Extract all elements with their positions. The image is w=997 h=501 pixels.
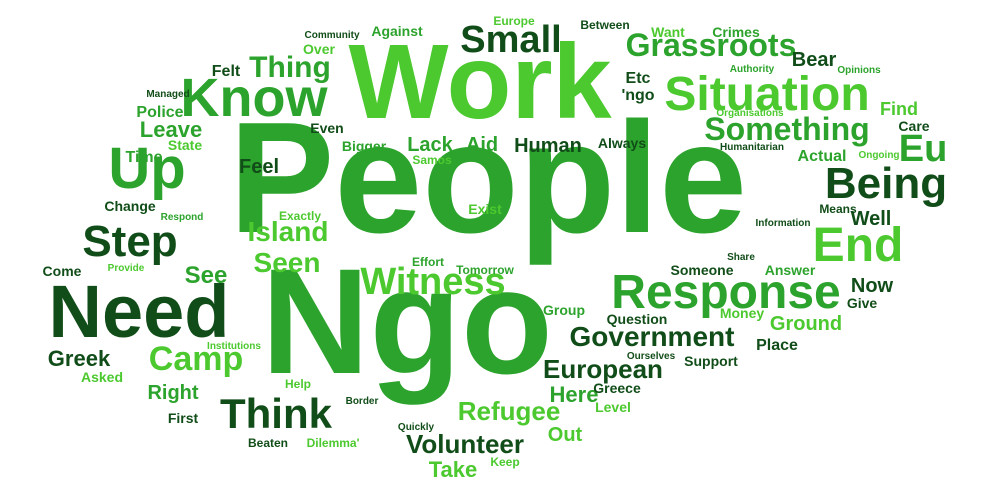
word-now: Now — [851, 275, 894, 297]
word-right: Right — [147, 382, 198, 404]
word-europe: Europe — [493, 14, 535, 28]
word-quickly: Quickly — [398, 422, 435, 433]
word-grassroots: Grassroots — [626, 27, 797, 63]
word-asked: Asked — [81, 369, 123, 385]
word-someone: Someone — [670, 262, 733, 278]
word-situation: Situation — [664, 68, 869, 121]
word-place: Place — [756, 337, 798, 354]
word-authority: Authority — [730, 64, 775, 75]
word-ngo: 'ngo — [621, 87, 654, 104]
word-want: Want — [651, 24, 685, 40]
word-community: Community — [305, 30, 360, 41]
word-european: European — [543, 354, 663, 384]
word-between: Between — [580, 18, 629, 32]
word-dilemma: Dilemma' — [307, 436, 360, 450]
word-aid: Aid — [466, 134, 498, 156]
word-step: Step — [82, 217, 177, 266]
word-government: Government — [570, 321, 735, 352]
word-tomorrow: Tomorrow — [456, 263, 514, 277]
word-support: Support — [684, 353, 738, 369]
word-witness: Witness — [360, 261, 505, 303]
word-keep: Keep — [490, 455, 519, 469]
word-small: Small — [460, 19, 561, 61]
word-ngo: Ngo — [261, 237, 553, 405]
word-even: Even — [310, 120, 343, 136]
word-out: Out — [548, 424, 583, 446]
word-work: Work — [348, 23, 612, 141]
word-eu: Eu — [899, 128, 948, 170]
word-being: Being — [825, 159, 947, 208]
word-samos: Samos — [412, 153, 452, 167]
word-bigger: Bigger — [342, 138, 387, 154]
word-thing: Thing — [249, 51, 331, 84]
word-leave: Leave — [140, 117, 202, 142]
word-state: State — [168, 137, 202, 153]
word-here: Here — [550, 382, 599, 407]
word-respond: Respond — [161, 212, 204, 223]
word-response: Response — [611, 266, 840, 319]
word-opinions: Opinions — [837, 65, 881, 76]
word-feel: Feel — [239, 156, 279, 178]
word-ongoing: Ongoing — [858, 150, 899, 161]
word-organisations: Organisations — [716, 108, 784, 119]
word-camp: Camp — [149, 340, 243, 378]
word-give: Give — [847, 295, 878, 311]
word-felt: Felt — [212, 63, 241, 80]
word-well: Well — [851, 208, 892, 230]
word-find: Find — [880, 99, 918, 119]
word-share: Share — [727, 252, 755, 263]
word-refugee: Refugee — [458, 396, 561, 426]
word-up: Up — [108, 136, 185, 201]
word-bear: Bear — [792, 49, 837, 71]
word-border: Border — [346, 396, 379, 407]
word-seen: Seen — [254, 247, 321, 278]
word-greek: Greek — [48, 346, 111, 371]
word-something: Something — [704, 111, 869, 147]
word-level: Level — [595, 399, 631, 415]
word-always: Always — [598, 135, 646, 151]
word-know: Know — [181, 68, 329, 128]
word-police: Police — [136, 104, 183, 121]
word-come: Come — [43, 263, 82, 279]
word-care: Care — [898, 118, 929, 134]
word-effort: Effort — [412, 255, 444, 269]
word-etc: Etc — [626, 70, 651, 87]
word-need: Need — [49, 270, 230, 353]
word-lack: Lack — [407, 134, 453, 156]
word-information: Information — [756, 218, 811, 229]
word-greece: Greece — [593, 380, 641, 396]
word-money: Money — [720, 305, 765, 321]
word-managed: Managed — [146, 89, 189, 100]
word-question: Question — [607, 311, 668, 327]
word-help: Help — [285, 377, 311, 391]
word-see: See — [185, 262, 228, 289]
word-beaten: Beaten — [248, 436, 288, 450]
word-means: Means — [819, 202, 857, 216]
word-humanitarian: Humanitarian — [720, 142, 784, 153]
word-exist: Exist — [468, 201, 502, 217]
word-think: Think — [220, 390, 333, 437]
word-first: First — [168, 410, 199, 426]
word-end: End — [813, 219, 904, 272]
word-group: Group — [543, 302, 585, 318]
word-volunteer: Volunteer — [406, 429, 524, 459]
word-against: Against — [371, 23, 423, 39]
word-exactly: Exactly — [279, 209, 321, 223]
word-change: Change — [104, 198, 156, 214]
word-provide: Provide — [108, 263, 145, 274]
word-island: Island — [248, 216, 329, 247]
word-ground: Ground — [770, 313, 842, 335]
word-crimes: Crimes — [712, 24, 760, 40]
word-answer: Answer — [765, 262, 816, 278]
word-human: Human — [514, 135, 582, 157]
word-people: People — [229, 90, 747, 266]
word-ourselves: Ourselves — [627, 351, 676, 362]
word-time: Time — [125, 149, 162, 166]
word-institutions: Institutions — [207, 341, 261, 352]
word-actual: Actual — [798, 148, 847, 165]
word-over: Over — [303, 41, 335, 57]
word-take: Take — [429, 457, 478, 482]
